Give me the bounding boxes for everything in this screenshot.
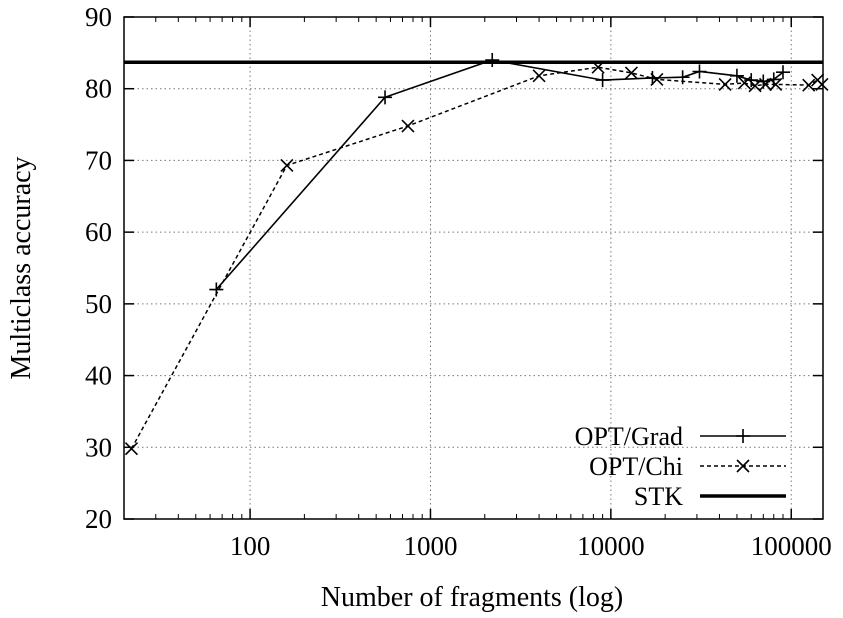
x-tick-label: 100000 bbox=[751, 531, 832, 561]
y-tick-label: 20 bbox=[85, 504, 112, 534]
x-tick-label: 10000 bbox=[577, 531, 645, 561]
data-point bbox=[280, 158, 294, 173]
data-point bbox=[532, 69, 546, 83]
y-tick-label: 30 bbox=[85, 432, 112, 462]
data-point bbox=[378, 90, 393, 105]
data-point bbox=[624, 66, 638, 80]
x-tick-label: 1000 bbox=[403, 531, 457, 561]
data-point bbox=[718, 77, 732, 91]
series-opt-grad bbox=[209, 53, 790, 297]
data-point bbox=[595, 73, 610, 88]
data-point bbox=[692, 64, 707, 79]
data-point bbox=[758, 77, 773, 91]
data-point bbox=[815, 77, 829, 91]
data-point bbox=[124, 442, 139, 456]
y-tick-label: 80 bbox=[85, 74, 112, 104]
y-tick-label: 50 bbox=[85, 289, 112, 319]
legend-label: OPT/Grad bbox=[575, 422, 683, 451]
y-tick-label: 40 bbox=[85, 361, 112, 391]
series-line-opt-grad bbox=[215, 59, 784, 291]
data-point bbox=[737, 76, 751, 90]
series-opt-chi bbox=[124, 60, 829, 456]
data-point bbox=[775, 65, 790, 80]
axis-ticks: 20 30 40 50 60 70 80 90 100 1000 10000 100000 bbox=[85, 2, 832, 561]
y-axis-label: Multiclass accuracy bbox=[6, 156, 37, 379]
grid bbox=[124, 17, 823, 519]
plot-frame bbox=[123, 16, 824, 520]
legend-marker bbox=[736, 459, 750, 473]
data-point bbox=[729, 68, 744, 83]
data-point bbox=[802, 78, 816, 92]
data-point bbox=[675, 70, 690, 85]
legend-label: OPT/Chi bbox=[589, 452, 683, 481]
series-group bbox=[124, 53, 829, 456]
y-tick-label: 60 bbox=[85, 217, 112, 247]
data-point bbox=[769, 77, 783, 91]
x-axis-label: Number of fragments (log) bbox=[321, 582, 623, 613]
legend-marker bbox=[736, 429, 750, 443]
x-tick-label: 100 bbox=[230, 531, 271, 561]
data-point bbox=[650, 72, 664, 86]
y-tick-label: 70 bbox=[85, 145, 112, 175]
legend-label: STK bbox=[634, 482, 683, 511]
series-line-opt-chi bbox=[130, 66, 823, 450]
y-tick-label: 90 bbox=[85, 2, 112, 32]
data-point bbox=[401, 119, 415, 133]
data-point bbox=[645, 70, 660, 85]
data-point bbox=[485, 53, 500, 68]
